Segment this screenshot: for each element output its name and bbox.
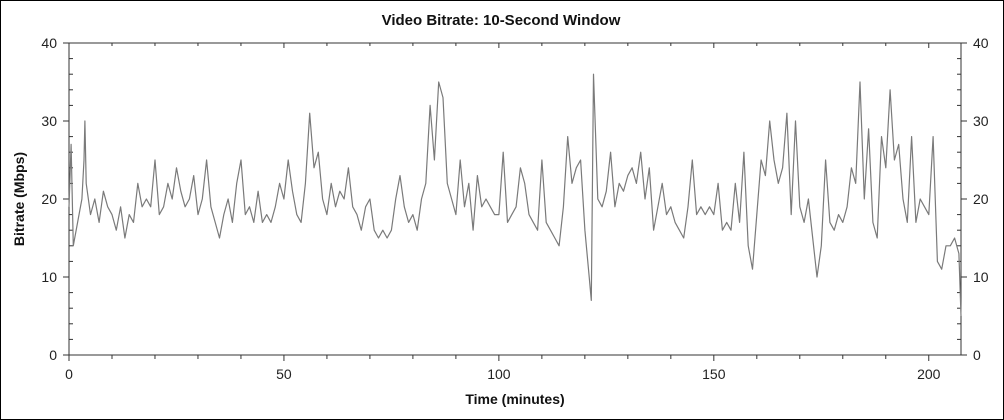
y-tick-label: 20 <box>41 191 57 207</box>
y-tick-label-right: 30 <box>973 113 989 129</box>
y-axis-title: Bitrate (Mbps) <box>11 152 27 246</box>
x-axis-title: Time (minutes) <box>465 391 564 407</box>
y-tick-label: 40 <box>41 35 57 51</box>
plot-area <box>68 73 962 317</box>
y-tick-label-right: 0 <box>973 347 981 363</box>
y-tick-label-right: 10 <box>973 269 989 285</box>
series-line <box>68 73 962 317</box>
axes: 0 50 100 150 200 0 10 20 30 40 0 10 20 30 40 <box>41 35 988 382</box>
x-tick-label: 0 <box>65 366 73 382</box>
y-tick-label-right: 20 <box>973 191 989 207</box>
x-tick-label: 50 <box>276 366 292 382</box>
y-tick-label-right: 40 <box>973 35 989 51</box>
x-tick-label: 200 <box>917 366 941 382</box>
x-tick-label: 150 <box>702 366 726 382</box>
chart-title: Video Bitrate: 10-Second Window <box>382 12 621 29</box>
y-tick-label: 30 <box>41 113 57 129</box>
y-tick-label: 0 <box>49 347 57 363</box>
y-tick-label: 10 <box>41 269 57 285</box>
x-tick-label: 100 <box>487 366 511 382</box>
